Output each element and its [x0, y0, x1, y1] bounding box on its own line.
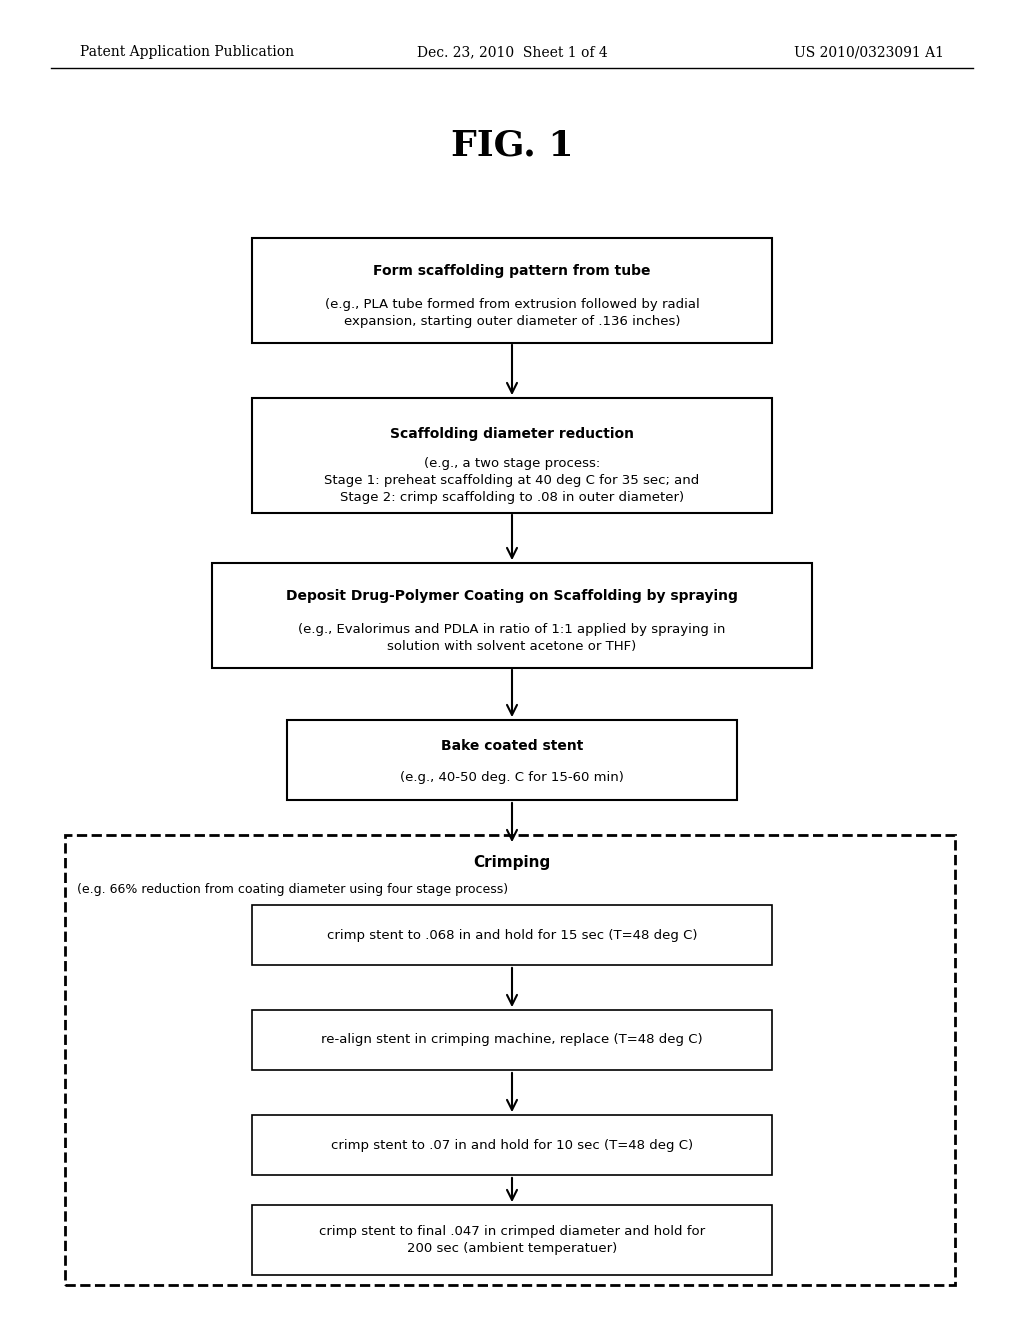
- Text: (e.g., a two stage process:
Stage 1: preheat scaffolding at 40 deg C for 35 sec;: (e.g., a two stage process: Stage 1: pre…: [325, 457, 699, 504]
- Text: (e.g., PLA tube formed from extrusion followed by radial
expansion, starting out: (e.g., PLA tube formed from extrusion fo…: [325, 298, 699, 329]
- Bar: [252, 397, 772, 512]
- Text: US 2010/0323091 A1: US 2010/0323091 A1: [794, 45, 944, 59]
- Text: FIG. 1: FIG. 1: [451, 128, 573, 162]
- Text: (e.g. 66% reduction from coating diameter using four stage process): (e.g. 66% reduction from coating diamete…: [77, 883, 508, 896]
- Text: Form scaffolding pattern from tube: Form scaffolding pattern from tube: [374, 264, 650, 279]
- Text: crimp stent to .07 in and hold for 10 sec (T=48 deg C): crimp stent to .07 in and hold for 10 se…: [331, 1138, 693, 1151]
- Text: Deposit Drug-Polymer Coating on Scaffolding by spraying: Deposit Drug-Polymer Coating on Scaffold…: [286, 589, 738, 603]
- Text: (e.g., Evalorimus and PDLA in ratio of 1:1 applied by spraying in
solution with : (e.g., Evalorimus and PDLA in ratio of 1…: [298, 623, 726, 653]
- Text: Patent Application Publication: Patent Application Publication: [80, 45, 294, 59]
- Text: (e.g., 40-50 deg. C for 15-60 min): (e.g., 40-50 deg. C for 15-60 min): [400, 771, 624, 784]
- Bar: [65, 836, 955, 1284]
- Bar: [252, 1115, 772, 1175]
- Bar: [252, 238, 772, 342]
- Text: crimp stent to .068 in and hold for 15 sec (T=48 deg C): crimp stent to .068 in and hold for 15 s…: [327, 928, 697, 941]
- Text: re-align stent in crimping machine, replace (T=48 deg C): re-align stent in crimping machine, repl…: [322, 1034, 702, 1047]
- Bar: [212, 562, 812, 668]
- Text: Dec. 23, 2010  Sheet 1 of 4: Dec. 23, 2010 Sheet 1 of 4: [417, 45, 607, 59]
- Bar: [287, 719, 737, 800]
- Text: Crimping: Crimping: [473, 855, 551, 870]
- Text: Scaffolding diameter reduction: Scaffolding diameter reduction: [390, 428, 634, 441]
- Text: crimp stent to final .047 in crimped diameter and hold for
200 sec (ambient temp: crimp stent to final .047 in crimped dia…: [318, 1225, 706, 1255]
- Bar: [252, 1010, 772, 1071]
- Bar: [252, 1205, 772, 1275]
- Bar: [252, 906, 772, 965]
- Text: Bake coated stent: Bake coated stent: [440, 739, 584, 752]
